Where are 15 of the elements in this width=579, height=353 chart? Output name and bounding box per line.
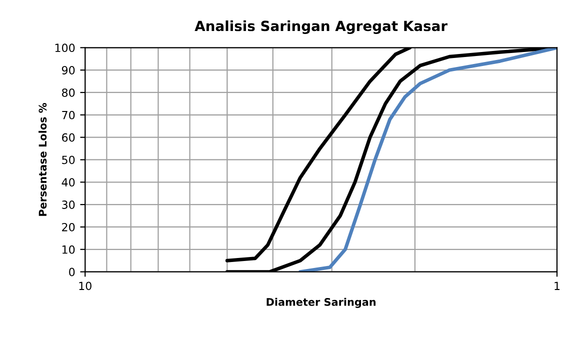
x-axis-title: Diameter Saringan	[266, 298, 376, 308]
chart-title: Analisis Saringan Agregat Kasar	[194, 20, 448, 34]
x-tick-label: 1	[554, 282, 560, 290]
y-tick-label: 30	[62, 200, 75, 209]
y-tick-label: 20	[62, 222, 75, 232]
y-tick-label: 90	[62, 66, 75, 74]
y-tick-label: 40	[62, 178, 75, 187]
y-tick-label: 10	[62, 245, 75, 254]
y-axis-title: Persentase Lolos %	[38, 102, 47, 216]
y-tick-label: 100	[55, 44, 75, 52]
y-tick-label: 70	[62, 110, 75, 120]
y-tick-label: 60	[62, 133, 75, 142]
y-tick-label: 50	[62, 156, 75, 164]
y-tick-label: 0	[69, 268, 75, 276]
y-tick-label: 80	[62, 88, 75, 97]
